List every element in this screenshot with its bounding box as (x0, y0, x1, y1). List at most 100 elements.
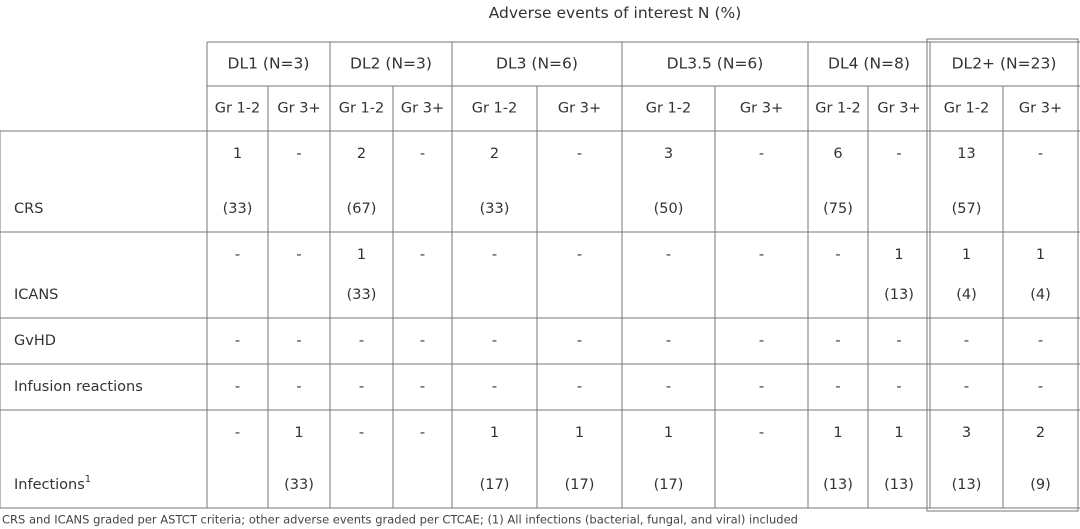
cell-count: 1 (664, 425, 673, 441)
cell-count: - (296, 333, 301, 349)
sub-header: Gr 3+ (877, 101, 920, 117)
cell-percent: (17) (480, 477, 510, 493)
cell-count: - (666, 379, 671, 395)
group-header: DL4 (N=8) (828, 55, 910, 73)
title: Adverse events of interest N (%) (489, 4, 742, 22)
footnote: CRS and ICANS graded per ASTCT criteria;… (2, 513, 798, 527)
cell-count: - (666, 247, 671, 263)
title-suffix: N (%) (698, 4, 741, 22)
cell-count: - (835, 379, 840, 395)
cell-percent: (4) (1030, 287, 1051, 303)
cell-percent: (33) (284, 477, 314, 493)
sub-header: Gr 1-2 (472, 101, 518, 117)
group-header: DL2+ (N=23) (952, 55, 1057, 73)
cell-count: - (759, 247, 764, 263)
row-label: Infections1 (14, 474, 91, 493)
sub-header: Gr 1-2 (815, 101, 861, 117)
cell-count: - (420, 333, 425, 349)
cell-count: - (492, 379, 497, 395)
cell-count: - (235, 425, 240, 441)
sub-header: Gr 3+ (558, 101, 601, 117)
cell-count: - (577, 333, 582, 349)
cell-count: - (359, 333, 364, 349)
cell-count: 1 (894, 247, 903, 263)
sub-header: Gr 1-2 (646, 101, 692, 117)
group-header: DL3 (N=6) (496, 55, 578, 73)
cell-percent: (13) (823, 477, 853, 493)
cell-percent: (17) (654, 477, 684, 493)
cell-count: 1 (294, 425, 303, 441)
highlight-box (926, 38, 1079, 512)
cell-count: 2 (1036, 425, 1045, 441)
cell-percent: (33) (223, 201, 253, 217)
cell-count: - (1038, 379, 1043, 395)
cell-count: - (666, 333, 671, 349)
cell-count: - (577, 247, 582, 263)
cell-count: 1 (490, 425, 499, 441)
cell-count: - (296, 379, 301, 395)
cell-count: - (359, 379, 364, 395)
cell-percent: (33) (480, 201, 510, 217)
sub-header: Gr 1-2 (944, 101, 990, 117)
cell-count: - (835, 247, 840, 263)
cell-count: - (492, 247, 497, 263)
cell-count: 13 (957, 146, 975, 162)
cell-count: - (964, 379, 969, 395)
cell-count: - (835, 333, 840, 349)
cell-count: - (759, 379, 764, 395)
cell-percent: (17) (565, 477, 595, 493)
row-label: Infusion reactions (14, 379, 143, 395)
cell-percent: (13) (884, 477, 914, 493)
cell-count: - (296, 247, 301, 263)
cell-count: - (420, 425, 425, 441)
cell-count: - (896, 333, 901, 349)
group-header: DL1 (N=3) (228, 55, 310, 73)
cell-count: - (759, 425, 764, 441)
cell-count: - (235, 247, 240, 263)
row-label-sup: 1 (85, 474, 91, 485)
sub-header: Gr 3+ (277, 101, 320, 117)
cell-count: 3 (962, 425, 971, 441)
cell-percent: (75) (823, 201, 853, 217)
cell-count: - (896, 146, 901, 162)
cell-percent: (13) (884, 287, 914, 303)
cell-percent: (50) (654, 201, 684, 217)
cell-count: - (759, 146, 764, 162)
sub-header: Gr 3+ (1019, 101, 1062, 117)
row-label: GvHD (14, 333, 56, 349)
row-label-text: GvHD (14, 333, 56, 349)
cell-count: - (1038, 146, 1043, 162)
cell-count: 2 (357, 146, 366, 162)
cell-count: 1 (1036, 247, 1045, 263)
cell-count: 6 (833, 146, 842, 162)
row-label-text: Infections (14, 477, 85, 493)
row-label-text: Infusion reactions (14, 379, 143, 395)
sub-header: Gr 3+ (740, 101, 783, 117)
cell-count: - (420, 379, 425, 395)
cell-count: - (420, 146, 425, 162)
cell-count: - (296, 146, 301, 162)
cell-percent: (9) (1030, 477, 1051, 493)
cell-count: - (235, 333, 240, 349)
row-label: CRS (14, 201, 43, 217)
cell-count: 1 (894, 425, 903, 441)
cell-count: - (492, 333, 497, 349)
cell-count: - (420, 247, 425, 263)
cell-percent: (4) (956, 287, 977, 303)
row-label: ICANS (14, 287, 58, 303)
cell-count: - (359, 425, 364, 441)
cell-count: - (577, 379, 582, 395)
cell-count: 3 (664, 146, 673, 162)
cell-count: - (964, 333, 969, 349)
cell-percent: (67) (347, 201, 377, 217)
cell-percent: (57) (952, 201, 982, 217)
cell-count: - (1038, 333, 1043, 349)
cell-count: 1 (357, 247, 366, 263)
cell-count: 2 (490, 146, 499, 162)
row-label-text: CRS (14, 201, 43, 217)
cell-count: 1 (833, 425, 842, 441)
cell-count: - (759, 333, 764, 349)
cell-count: 1 (962, 247, 971, 263)
